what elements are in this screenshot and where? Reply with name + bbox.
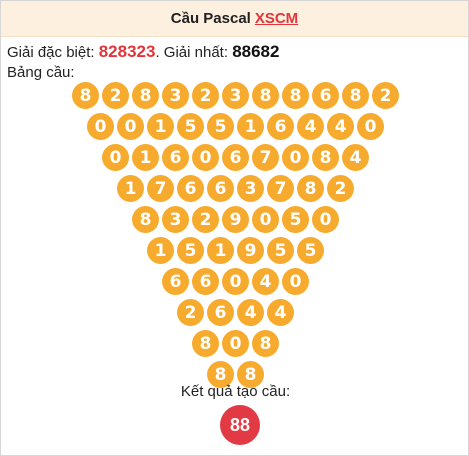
number-ball: 5 xyxy=(177,237,204,264)
number-ball: 0 xyxy=(282,144,309,171)
number-ball: 9 xyxy=(237,237,264,264)
number-ball: 0 xyxy=(117,113,144,140)
xscm-link[interactable]: XSCM xyxy=(254,10,299,27)
table-label: Bảng cầu: xyxy=(7,64,75,81)
number-ball: 8 xyxy=(207,361,234,388)
number-ball: 0 xyxy=(192,144,219,171)
number-ball: 6 xyxy=(162,144,189,171)
first-prize-label: Giải nhất: xyxy=(163,44,229,61)
number-ball: 6 xyxy=(222,144,249,171)
number-ball: 4 xyxy=(237,299,264,326)
number-ball: 2 xyxy=(372,82,399,109)
panel-header: Cầu Pascal XSCM xyxy=(1,1,468,37)
special-prize-value: 828323 xyxy=(98,42,156,61)
number-ball: 4 xyxy=(342,144,369,171)
special-prize-label: Giải đặc biệt: xyxy=(7,44,95,61)
number-ball: 8 xyxy=(237,361,264,388)
first-prize-value: 88682 xyxy=(232,42,280,61)
number-ball: 7 xyxy=(267,175,294,202)
number-ball: 3 xyxy=(162,82,189,109)
number-ball: 8 xyxy=(312,144,339,171)
number-ball: 2 xyxy=(102,82,129,109)
number-ball: 1 xyxy=(147,113,174,140)
number-ball: 8 xyxy=(132,206,159,233)
number-ball: 0 xyxy=(87,113,114,140)
number-ball: 0 xyxy=(312,206,339,233)
number-ball: 1 xyxy=(237,113,264,140)
number-ball: 4 xyxy=(327,113,354,140)
number-ball: 0 xyxy=(222,330,249,357)
number-ball: 6 xyxy=(207,175,234,202)
number-ball: 0 xyxy=(222,268,249,295)
number-ball: 6 xyxy=(207,299,234,326)
number-ball: 8 xyxy=(132,82,159,109)
number-ball: 8 xyxy=(342,82,369,109)
prize-info: Giải đặc biệt: 828323. Giải nhất: 88682 xyxy=(7,42,279,62)
number-ball: 2 xyxy=(192,206,219,233)
number-ball: 8 xyxy=(252,82,279,109)
number-ball: 8 xyxy=(72,82,99,109)
number-ball: 8 xyxy=(252,330,279,357)
number-ball: 5 xyxy=(267,237,294,264)
info-separator: . xyxy=(155,44,160,61)
number-ball: 4 xyxy=(252,268,279,295)
number-ball: 1 xyxy=(117,175,144,202)
header-title: Cầu Pascal xyxy=(170,10,251,27)
number-ball: 0 xyxy=(357,113,384,140)
number-ball: 3 xyxy=(222,82,249,109)
number-ball: 2 xyxy=(177,299,204,326)
number-ball: 5 xyxy=(282,206,309,233)
number-ball: 2 xyxy=(327,175,354,202)
result-ball: 88 xyxy=(220,405,260,445)
number-ball: 0 xyxy=(102,144,129,171)
number-ball: 6 xyxy=(192,268,219,295)
number-ball: 4 xyxy=(267,299,294,326)
number-ball: 9 xyxy=(222,206,249,233)
number-ball: 3 xyxy=(237,175,264,202)
number-ball: 4 xyxy=(297,113,324,140)
number-ball: 1 xyxy=(147,237,174,264)
number-ball: 8 xyxy=(297,175,324,202)
result-label: Kết quả tạo cầu: xyxy=(180,383,291,400)
number-ball: 1 xyxy=(207,237,234,264)
number-ball: 6 xyxy=(177,175,204,202)
number-ball: 3 xyxy=(162,206,189,233)
number-ball: 6 xyxy=(267,113,294,140)
number-ball: 6 xyxy=(312,82,339,109)
number-ball: 5 xyxy=(177,113,204,140)
number-ball: 0 xyxy=(252,206,279,233)
number-ball: 5 xyxy=(207,113,234,140)
number-ball: 8 xyxy=(192,330,219,357)
number-ball: 8 xyxy=(282,82,309,109)
number-ball: 7 xyxy=(252,144,279,171)
number-ball: 0 xyxy=(282,268,309,295)
number-ball: 2 xyxy=(192,82,219,109)
number-ball: 1 xyxy=(132,144,159,171)
number-ball: 5 xyxy=(297,237,324,264)
number-ball: 7 xyxy=(147,175,174,202)
number-ball: 6 xyxy=(162,268,189,295)
